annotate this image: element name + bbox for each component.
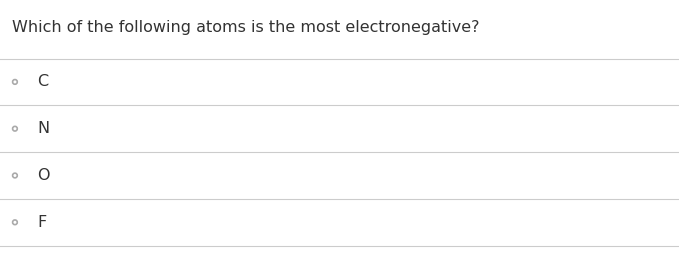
Text: Which of the following atoms is the most electronegative?: Which of the following atoms is the most… [12,20,480,35]
Text: F: F [37,215,47,230]
Text: C: C [37,74,48,89]
Text: N: N [37,121,50,136]
Text: O: O [37,168,50,183]
